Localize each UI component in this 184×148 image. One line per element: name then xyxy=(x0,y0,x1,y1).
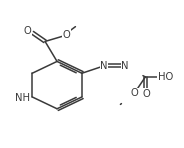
Text: O: O xyxy=(24,26,31,36)
Text: NH: NH xyxy=(15,93,30,103)
Text: HO: HO xyxy=(158,72,173,82)
Text: O: O xyxy=(142,89,150,99)
Text: N: N xyxy=(100,61,108,71)
Text: N: N xyxy=(121,61,129,71)
Text: O: O xyxy=(62,30,70,40)
Text: O: O xyxy=(130,88,138,98)
